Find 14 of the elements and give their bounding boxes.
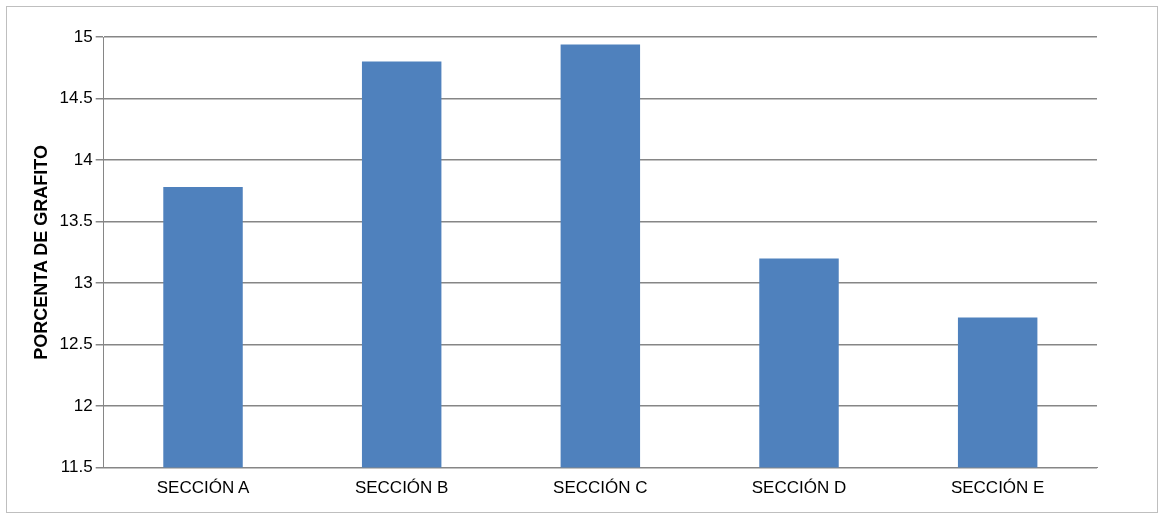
x-tick-label: SECCIÓN E (950, 478, 1045, 498)
x-tick-label: SECCIÓN B (354, 478, 449, 498)
y-tick-label: 12 (73, 395, 93, 415)
x-tick-label: SECCIÓN C (553, 478, 648, 498)
y-tick-label: 12.5 (59, 334, 93, 354)
y-tick-label: 14 (73, 149, 93, 169)
x-tick-label: SECCIÓN D (751, 478, 847, 498)
y-axis-title: PORCENTA DE GRAFITO (30, 144, 51, 360)
y-tick-label: 13.5 (59, 211, 93, 231)
y-tick-label: 14.5 (59, 88, 93, 108)
x-tick-label: SECCIÓN A (156, 478, 250, 498)
y-tick-label: 15 (73, 26, 93, 46)
y-tick-label: 11.5 (60, 457, 93, 477)
y-tick-label: 13 (73, 272, 93, 292)
